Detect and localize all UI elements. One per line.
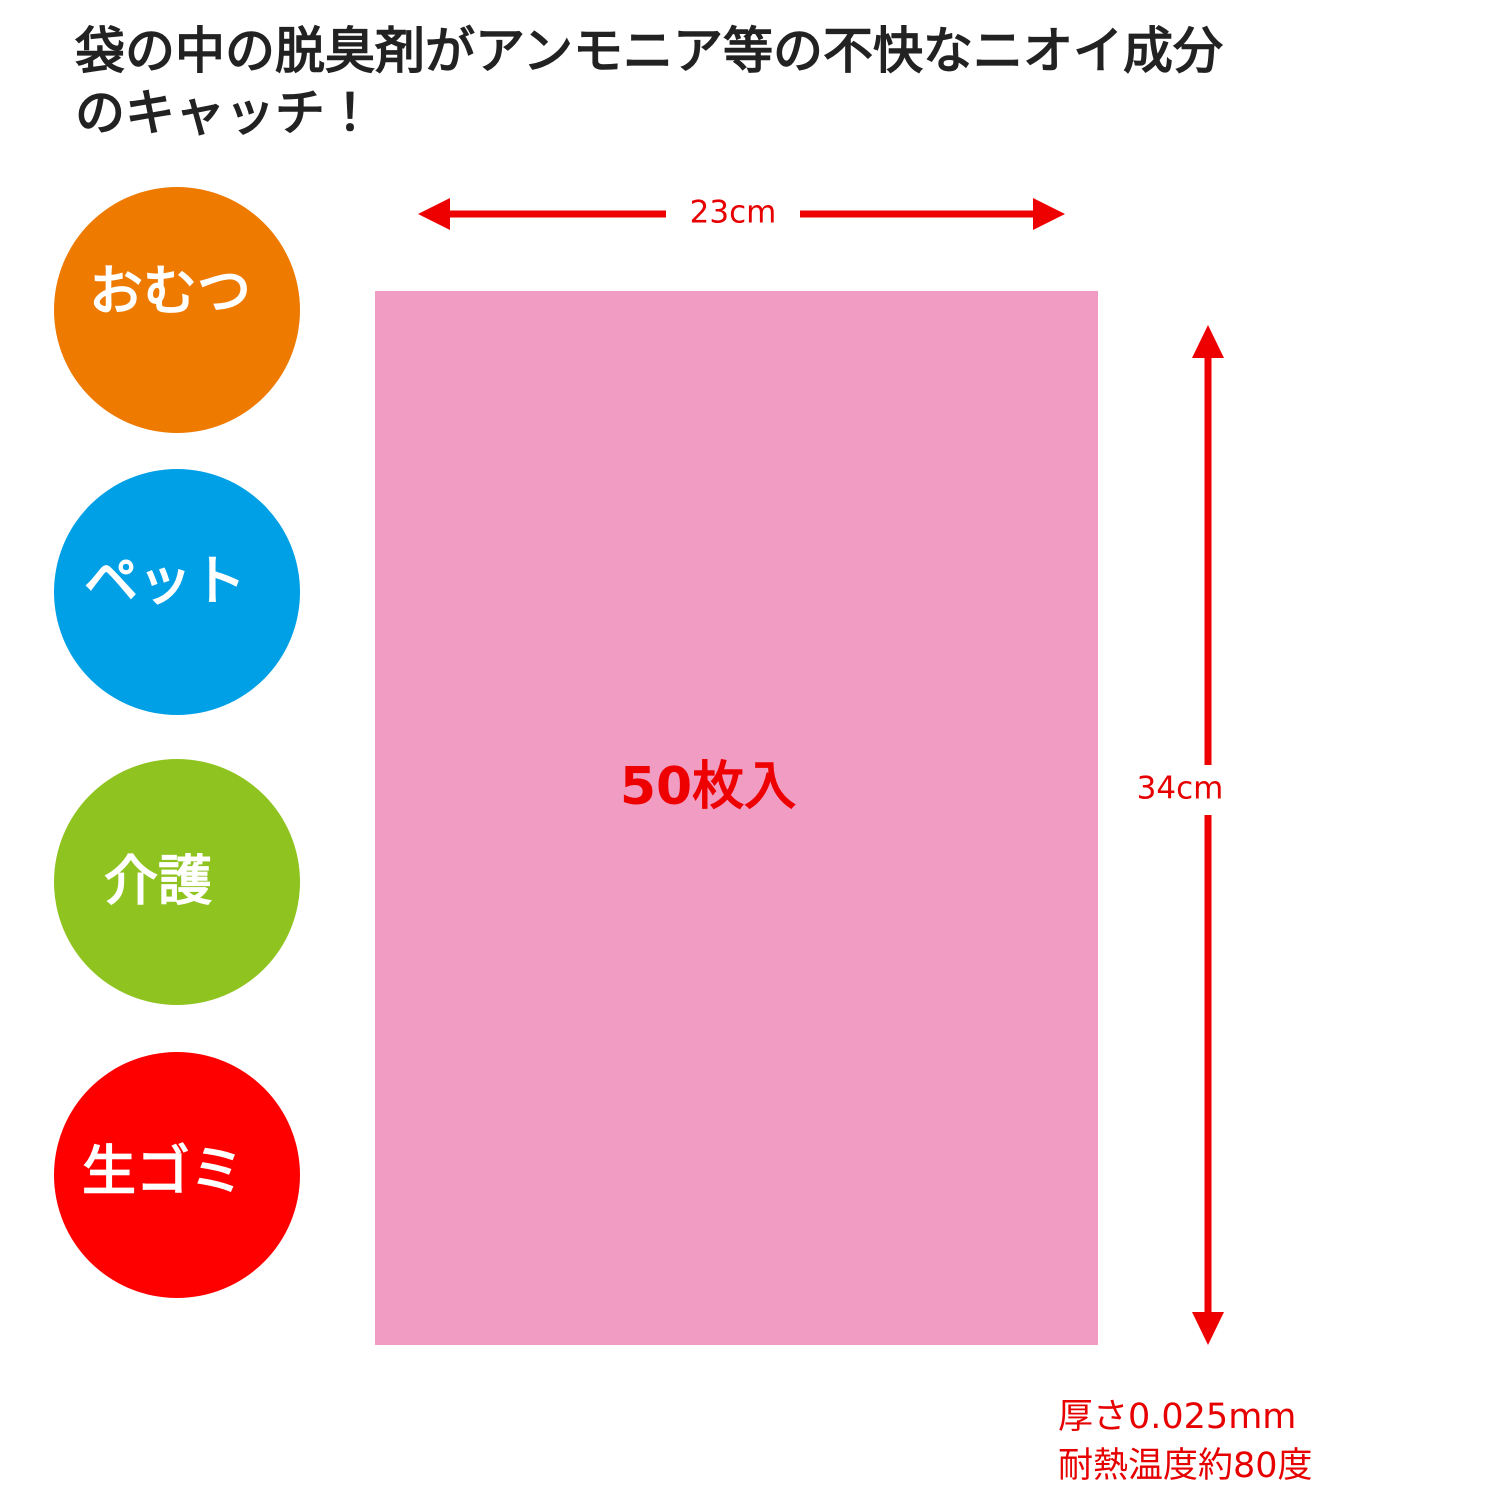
height-arrow <box>1192 325 1224 1345</box>
use-circle <box>54 469 300 715</box>
use-circle <box>54 759 300 1005</box>
title-line: 袋の中の脱臭剤がアンモニア等の不快なニオイ成分 <box>74 22 1224 80</box>
use-label: 介護 <box>104 850 213 913</box>
spec-line: 厚さ0.025mm <box>1058 1397 1296 1437</box>
height-label: 34cm <box>1137 771 1224 807</box>
width-label: 23cm <box>690 195 777 231</box>
use-circle <box>54 187 300 433</box>
bag <box>375 291 1098 1345</box>
use-label: 生ゴミ <box>82 1140 244 1203</box>
bag-count: 50枚入 <box>620 757 796 817</box>
width-arrow <box>418 198 1065 230</box>
use-label: ペット <box>84 550 246 613</box>
spec-line: 耐熱温度約80度 <box>1058 1446 1313 1486</box>
title-line: のキャッチ！ <box>75 84 375 142</box>
use-label: おむつ <box>89 260 251 323</box>
use-circle <box>54 1052 300 1298</box>
